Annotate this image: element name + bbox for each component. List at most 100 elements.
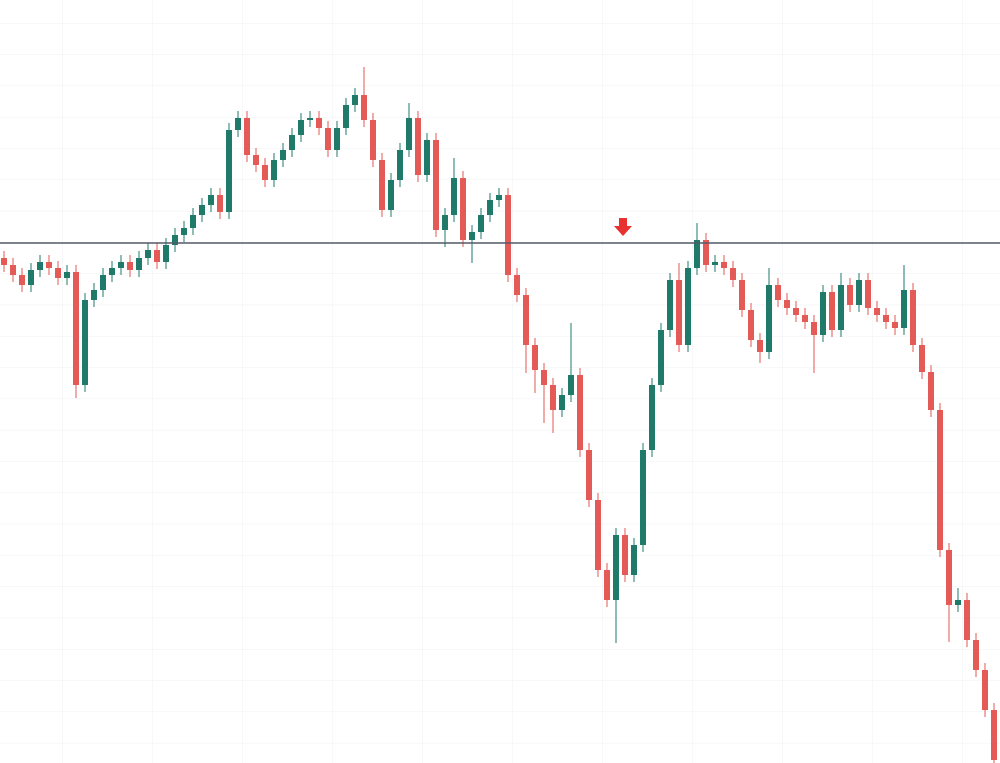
candle-body: [19, 275, 25, 285]
candle-body: [145, 250, 151, 258]
candle-body: [568, 375, 574, 395]
candle-body: [316, 118, 322, 128]
candle-body: [559, 395, 565, 410]
candle-body: [451, 178, 457, 215]
candle-body: [658, 330, 664, 385]
candle-body: [739, 280, 745, 310]
candle-body: [64, 272, 70, 278]
candle-body: [955, 600, 961, 605]
candle-body: [334, 128, 340, 150]
candle-body: [973, 640, 979, 670]
candle-body: [1, 258, 7, 265]
candle-body: [865, 280, 871, 308]
candle-body: [325, 128, 331, 150]
candle-body: [343, 105, 349, 128]
candle-body: [550, 385, 556, 410]
candle-body: [370, 120, 376, 160]
candle-body: [226, 130, 232, 212]
candle-body: [298, 120, 304, 135]
candle-body: [424, 140, 430, 175]
candle-body: [118, 262, 124, 268]
candle-body: [514, 275, 520, 295]
candle-body: [469, 232, 475, 240]
candle-body: [838, 285, 844, 330]
candle-body: [793, 308, 799, 315]
candle-body: [541, 370, 547, 385]
candle-body: [667, 280, 673, 330]
candle-body: [406, 118, 412, 150]
candle-body: [28, 270, 34, 285]
candle-body: [730, 268, 736, 280]
candle-body: [181, 228, 187, 235]
candle-body: [100, 275, 106, 290]
candle-body: [586, 450, 592, 500]
candle-body: [415, 118, 421, 175]
candle-body: [10, 265, 16, 275]
candle-body: [82, 300, 88, 385]
candle-body: [442, 215, 448, 230]
candle-body: [307, 118, 313, 120]
candle-body: [37, 262, 43, 270]
candle-body: [901, 290, 907, 328]
candle-body: [685, 268, 691, 345]
candle-body: [199, 205, 205, 215]
candle-body: [262, 165, 268, 180]
candle-body: [856, 280, 862, 305]
candle-body: [487, 200, 493, 215]
candle-body: [892, 322, 898, 328]
candle-body: [640, 450, 646, 545]
candle-body: [496, 195, 502, 200]
candle-body: [595, 500, 601, 570]
candle-body: [757, 340, 763, 352]
candle-body: [91, 290, 97, 300]
candle-body: [271, 160, 277, 180]
candle-body: [829, 292, 835, 330]
candle-body: [712, 262, 718, 265]
candle-body: [244, 118, 250, 155]
candle-body: [127, 262, 133, 270]
candle-body: [235, 118, 241, 130]
candle-body: [811, 322, 817, 335]
candle-body: [883, 315, 889, 322]
candle-body: [631, 545, 637, 575]
candle-body: [991, 710, 997, 760]
candle-body: [784, 300, 790, 308]
candle-body: [874, 308, 880, 315]
candle-body: [388, 180, 394, 210]
candle-body: [748, 310, 754, 340]
candle-body: [649, 385, 655, 450]
candle-body: [55, 268, 61, 278]
candle-body: [361, 95, 367, 120]
candle-body: [460, 178, 466, 240]
candle-body: [946, 550, 952, 605]
candle-body: [478, 215, 484, 232]
candle-body: [919, 345, 925, 372]
candle-body: [505, 195, 511, 275]
candle-body: [937, 410, 943, 550]
signal-arrow: [614, 218, 632, 236]
candle-body: [703, 240, 709, 265]
candle-body: [397, 150, 403, 180]
candle-body: [172, 235, 178, 245]
candle-body: [109, 268, 115, 275]
candle-body: [847, 285, 853, 305]
candle-body: [217, 195, 223, 212]
candle-body: [964, 600, 970, 640]
candle-body: [352, 95, 358, 105]
candle-body: [523, 295, 529, 345]
candle-body: [820, 292, 826, 335]
candle-body: [163, 245, 169, 262]
candle-body: [982, 670, 988, 710]
candle-body: [154, 250, 160, 262]
candle-body: [433, 140, 439, 230]
candle-body: [694, 240, 700, 268]
candle-body: [46, 262, 52, 268]
candle-body: [676, 280, 682, 345]
candle-body: [604, 570, 610, 600]
candle-body: [73, 272, 79, 385]
candle-body: [190, 215, 196, 228]
candle-body: [289, 135, 295, 150]
